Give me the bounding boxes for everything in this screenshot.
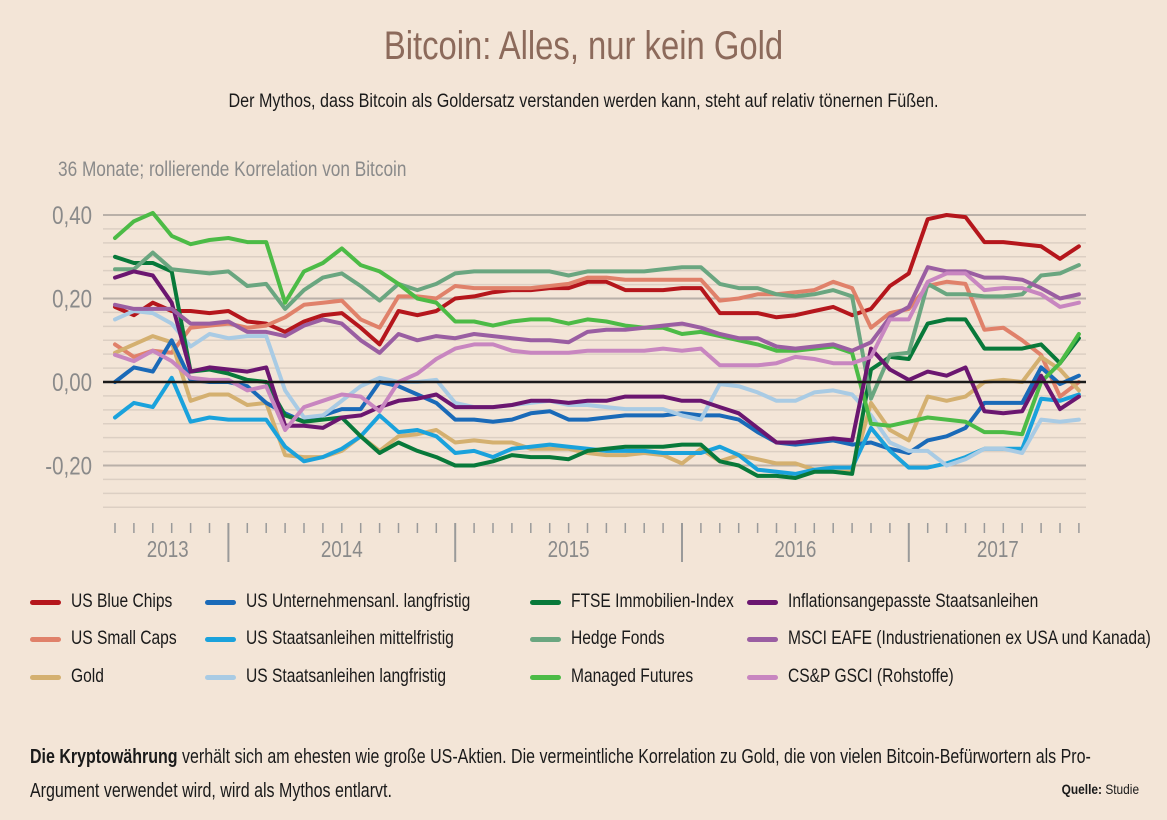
source-label: Quelle: bbox=[1061, 781, 1102, 797]
line-chart: 0,40 0,20 0,00 -0,20 2013 2014 2015 2016 2017 bbox=[45, 201, 1086, 562]
series-line bbox=[113, 309, 1081, 468]
legend-item: US Staatsanleihen mittelfristig bbox=[205, 627, 499, 651]
legend-item: Managed Futures bbox=[530, 665, 720, 689]
series-line bbox=[113, 265, 1081, 355]
legend-swatch bbox=[747, 636, 778, 642]
legend-swatch bbox=[205, 599, 236, 605]
y-tick-label: 0,00 bbox=[52, 368, 92, 396]
legend-label: US Unternehmensanl. langfristig bbox=[246, 591, 471, 612]
legend-item: CS&P GSCI (Rohstoffe) bbox=[747, 665, 990, 689]
legend-item: FTSE Immobilien-Index bbox=[530, 590, 770, 614]
legend-label: Inflationsangepasste Staatsanleihen bbox=[788, 591, 1039, 612]
y-axis-label: 36 Monate; rollierende Korrelation von B… bbox=[58, 158, 407, 181]
source: Quelle: Studie bbox=[1062, 781, 1139, 797]
legend-item: Hedge Fonds bbox=[530, 627, 685, 651]
legend-label: CS&P GSCI (Rohstoffe) bbox=[788, 666, 954, 687]
legend-label: Gold bbox=[71, 666, 104, 687]
legend-swatch bbox=[30, 599, 61, 605]
legend-label: Managed Futures bbox=[571, 666, 694, 687]
source-value: Studie bbox=[1105, 781, 1139, 797]
legend-item: US Staatsanleihen langfristig bbox=[205, 665, 490, 689]
series-line bbox=[113, 210, 1081, 437]
series-line bbox=[113, 375, 1081, 476]
y-tick-label: 0,20 bbox=[52, 285, 92, 313]
x-tick-label: 2017 bbox=[977, 537, 1019, 562]
legend-label: FTSE Immobilien-Index bbox=[571, 591, 734, 612]
legend-item: US Small Caps bbox=[30, 627, 200, 651]
x-tick-label: 2013 bbox=[147, 537, 189, 562]
y-tick-label: 0,40 bbox=[52, 201, 92, 229]
legend-item: MSCI EAFE (Industrienationen ex USA und … bbox=[747, 627, 1167, 651]
legend-swatch bbox=[530, 636, 561, 642]
x-tick-label: 2015 bbox=[548, 537, 590, 562]
footer-bold: Die Kryptowährung bbox=[30, 746, 178, 768]
legend-label: US Blue Chips bbox=[71, 591, 173, 612]
legend-swatch bbox=[747, 599, 778, 605]
series-line bbox=[113, 213, 1081, 347]
legend-swatch bbox=[30, 636, 61, 642]
legend-swatch bbox=[30, 674, 61, 680]
legend-swatch bbox=[205, 674, 236, 680]
chart-subtitle: Der Mythos, dass Bitcoin als Goldersatz … bbox=[228, 91, 939, 112]
legend-item: Inflationsangepasste Staatsanleihen bbox=[747, 590, 1093, 614]
legend-label: US Staatsanleihen langfristig bbox=[246, 666, 447, 687]
legend-swatch bbox=[205, 636, 236, 642]
legend-label: MSCI EAFE (Industrienationen ex USA und … bbox=[788, 628, 1151, 649]
legend-item: US Blue Chips bbox=[30, 590, 195, 614]
footer-body: verhält sich am ehesten wie große US-Akt… bbox=[30, 746, 1091, 802]
legend-swatch bbox=[530, 674, 561, 680]
legend-swatch bbox=[530, 599, 561, 605]
series-line bbox=[113, 250, 1081, 401]
legend-label: US Small Caps bbox=[71, 628, 177, 649]
x-tick-label: 2016 bbox=[774, 537, 816, 562]
legend-swatch bbox=[747, 674, 778, 680]
series-line bbox=[113, 269, 1081, 445]
chart-title: Bitcoin: Alles, nur kein Gold bbox=[383, 24, 784, 68]
y-tick-label: -0,20 bbox=[45, 452, 92, 480]
legend-item: US Unternehmensanl. langfristig bbox=[205, 590, 520, 614]
x-tick-label: 2014 bbox=[321, 537, 363, 562]
legend-label: US Staatsanleihen mittelfristig bbox=[246, 628, 454, 649]
series-line bbox=[113, 271, 1081, 432]
legend-item: Gold bbox=[30, 665, 111, 689]
legend-label: Hedge Fonds bbox=[571, 628, 665, 649]
footer-text: Die Kryptowährung verhält sich am eheste… bbox=[30, 740, 1134, 808]
